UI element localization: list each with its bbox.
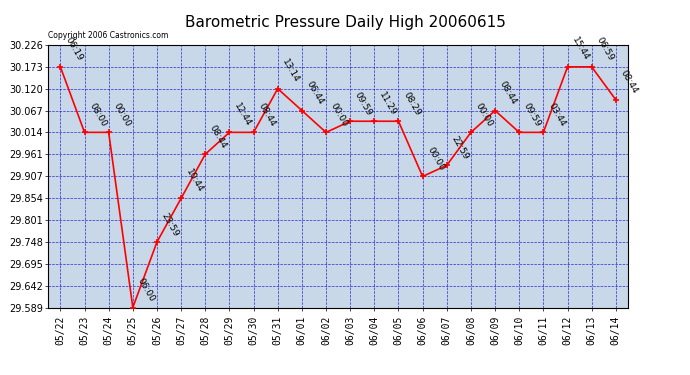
Text: 03:44: 03:44	[546, 102, 566, 128]
Text: 22:59: 22:59	[450, 135, 470, 161]
Text: 08:29: 08:29	[402, 90, 422, 117]
Text: 09:59: 09:59	[522, 101, 543, 128]
Text: 00:00: 00:00	[426, 146, 446, 172]
Text: Barometric Pressure Daily High 20060615: Barometric Pressure Daily High 20060615	[184, 15, 506, 30]
Text: 11:29: 11:29	[377, 90, 397, 117]
Text: 00:00: 00:00	[112, 101, 132, 128]
Text: 23:59: 23:59	[160, 211, 180, 238]
Text: 08:44: 08:44	[619, 69, 639, 96]
Text: 00:00: 00:00	[474, 101, 495, 128]
Text: 12:44: 12:44	[233, 102, 253, 128]
Text: Copyright 2006 Castronics.com: Copyright 2006 Castronics.com	[48, 31, 168, 40]
Text: 15:44: 15:44	[571, 36, 591, 63]
Text: 08:44: 08:44	[257, 102, 277, 128]
Text: 08:44: 08:44	[208, 123, 228, 150]
Text: 08:44: 08:44	[498, 80, 518, 106]
Text: 00:00: 00:00	[329, 101, 350, 128]
Text: 06:44: 06:44	[305, 80, 325, 106]
Text: 06:59: 06:59	[595, 36, 615, 63]
Text: 08:00: 08:00	[88, 101, 108, 128]
Text: 13:14: 13:14	[281, 58, 301, 84]
Text: 06:00: 06:00	[136, 276, 157, 303]
Text: 06:19: 06:19	[63, 36, 84, 63]
Text: 09:59: 09:59	[353, 90, 374, 117]
Text: 10:44: 10:44	[184, 168, 204, 194]
